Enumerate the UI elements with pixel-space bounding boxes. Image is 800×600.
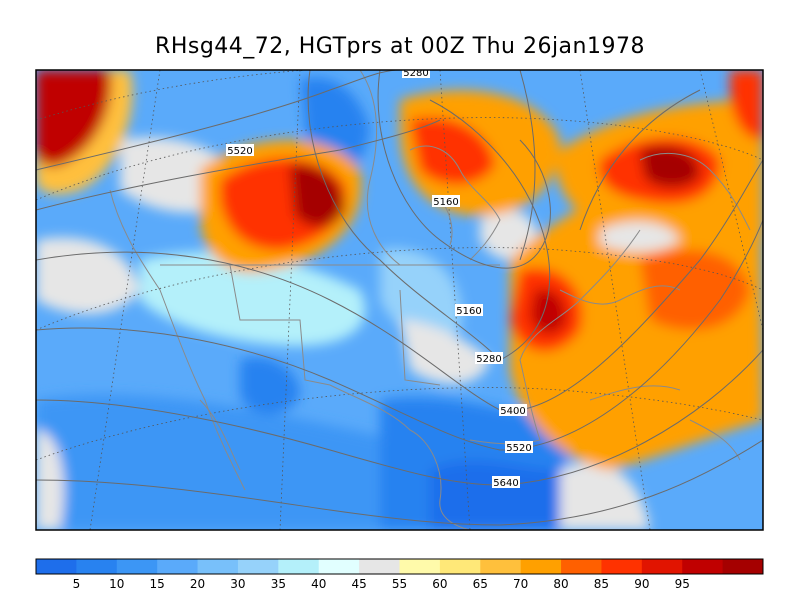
colorbar-tick-label: 70 <box>513 577 528 591</box>
colorbar-tick-label: 90 <box>634 577 649 591</box>
colorbar-tick-label: 95 <box>675 577 690 591</box>
contour-label: 5520 <box>506 443 531 454</box>
contour-label: 5280 <box>403 68 428 79</box>
contour-label: 5160 <box>456 306 481 317</box>
colorbar-tick-label: 60 <box>432 577 447 591</box>
colorbar-tick-label: 30 <box>230 577 245 591</box>
contour-labels: 5280 5520 5160 5160 5280 5400 <box>226 68 533 489</box>
colorbar-swatch <box>359 559 400 574</box>
colorbar-swatch <box>318 559 360 574</box>
colorbar-tick-label: 10 <box>109 577 124 591</box>
colorbar-swatch <box>278 559 320 574</box>
colorbar-swatch <box>157 559 199 574</box>
colorbar-swatch <box>116 559 158 574</box>
rh-field-regions <box>36 70 763 530</box>
colorbar-swatch <box>601 559 643 574</box>
colorbar-tick-label: 80 <box>553 577 568 591</box>
colorbar-tick-label: 20 <box>190 577 205 591</box>
map-frame <box>35 69 764 531</box>
coastlines <box>109 70 751 530</box>
colorbar-swatch <box>237 559 279 574</box>
colorbar-swatch <box>439 559 481 574</box>
colorbar-swatch <box>399 559 441 574</box>
colorbar-tick-label: 5 <box>73 577 81 591</box>
colorbar-swatch <box>682 559 724 574</box>
contour-label: 5640 <box>493 478 518 489</box>
colorbar-tick-labels: 5 10 15 20 30 35 40 45 55 60 65 70 80 85 90 95 <box>73 577 690 591</box>
colorbar-swatches <box>36 559 764 574</box>
colorbar-tick-label: 15 <box>150 577 165 591</box>
colorbar-swatch <box>722 559 764 574</box>
colorbar-swatch <box>520 559 562 574</box>
contour-label: 5520 <box>227 146 252 157</box>
colorbar-swatch <box>561 559 602 574</box>
contour-label: 5280 <box>476 354 501 365</box>
colorbar-tick-label: 55 <box>392 577 407 591</box>
colorbar-tick-label: 65 <box>473 577 488 591</box>
height-contours <box>36 70 763 526</box>
chart-title: RHsg44_72, HGTprs at 00Z Thu 26jan1978 <box>155 34 645 59</box>
contour-label: 5160 <box>433 197 458 208</box>
colorbar-swatch <box>480 559 522 574</box>
colorbar-swatch <box>197 559 239 574</box>
colorbar-tick-label: 35 <box>271 577 286 591</box>
graticule <box>36 70 763 530</box>
colorbar-tick-label: 85 <box>594 577 609 591</box>
colorbar-swatch <box>641 559 683 574</box>
colorbar-tick-label: 40 <box>311 577 326 591</box>
contour-label: 5400 <box>500 406 525 417</box>
colorbar-swatch <box>76 559 118 574</box>
colorbar-swatch <box>36 559 77 574</box>
colorbar-tick-label: 45 <box>351 577 366 591</box>
colorbar-frame <box>35 558 764 575</box>
